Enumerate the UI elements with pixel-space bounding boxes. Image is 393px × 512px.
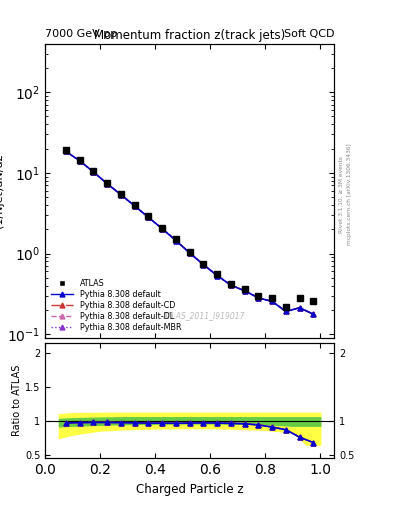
Legend: ATLAS, Pythia 8.308 default, Pythia 8.308 default-CD, Pythia 8.308 default-DL, P: ATLAS, Pythia 8.308 default, Pythia 8.30… <box>49 278 183 334</box>
Text: ATLAS_2011_I919017: ATLAS_2011_I919017 <box>163 311 245 321</box>
Text: mcplots.cern.ch [arXiv:1306.3436]: mcplots.cern.ch [arXiv:1306.3436] <box>347 144 352 245</box>
Y-axis label: (1/Njet)dN/dz: (1/Njet)dN/dz <box>0 154 4 228</box>
Text: 7000 GeV pp: 7000 GeV pp <box>45 29 118 39</box>
Title: Momentum fraction z(track jets): Momentum fraction z(track jets) <box>94 29 285 42</box>
X-axis label: Charged Particle z: Charged Particle z <box>136 483 243 496</box>
Text: Soft QCD: Soft QCD <box>284 29 334 39</box>
Text: Rivet 3.1.10, ≥ 3M events: Rivet 3.1.10, ≥ 3M events <box>339 156 344 233</box>
Y-axis label: Ratio to ATLAS: Ratio to ATLAS <box>12 365 22 436</box>
